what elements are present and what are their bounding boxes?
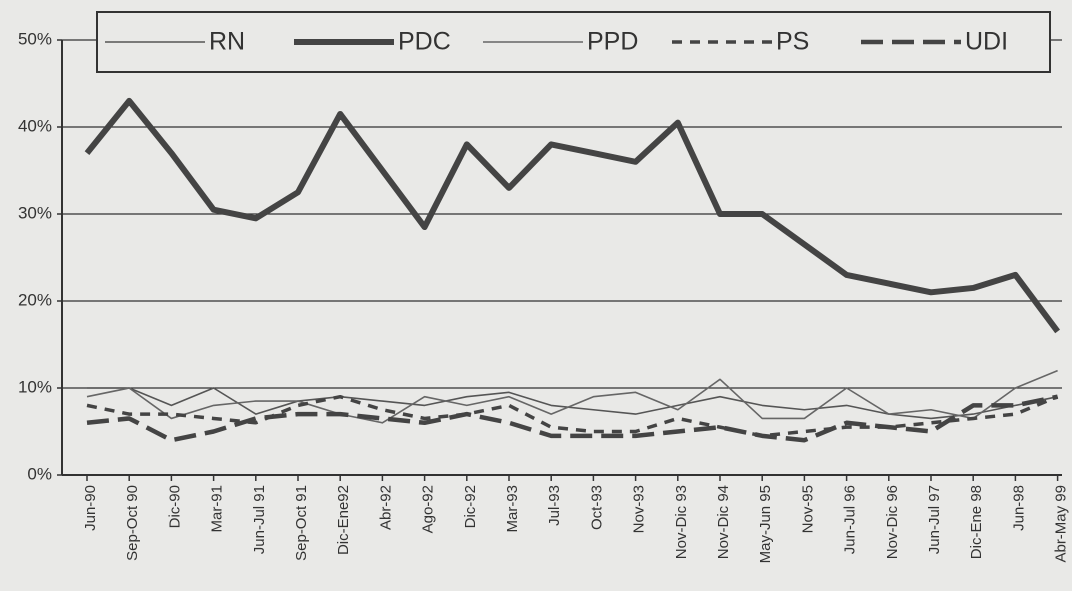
legend-label: UDI — [965, 28, 1008, 56]
y-tick-label: 30% — [18, 203, 52, 222]
legend-label: PPD — [587, 28, 638, 56]
legend-label: RN — [209, 28, 245, 56]
x-tick-label: May-Jun 95 — [757, 485, 774, 563]
x-tick-label: Nov-Dic 96 — [884, 485, 901, 559]
y-tick-label: 0% — [27, 464, 52, 483]
x-tick-label: Abr-May 99 — [1053, 485, 1070, 563]
x-tick-label: Oct-93 — [588, 485, 605, 530]
series-line — [87, 387, 1058, 420]
y-tick-label: 20% — [18, 290, 52, 309]
legend: RN PDC PPD PS UDI — [105, 28, 1008, 56]
series-line — [86, 369, 1058, 424]
x-tick-label: Nov-Dic 94 — [715, 485, 732, 559]
y-tick-label: 40% — [18, 116, 52, 135]
x-tick-label: Ago-92 — [420, 485, 437, 533]
x-tick-label: Nov-Dic 93 — [673, 485, 690, 559]
x-tick-label: Jun-90 — [82, 485, 99, 531]
x-tick-label: Nov-93 — [631, 485, 648, 533]
x-tick-label: Dic-92 — [462, 485, 479, 528]
x-tick-label: Dic-90 — [166, 485, 183, 528]
x-tick-label: Dic-Ene92 — [335, 485, 352, 555]
x-tick-label: Jun-Jul 96 — [842, 485, 859, 554]
y-tick-label: 50% — [18, 29, 52, 48]
x-tick-label: Sep-Oct 91 — [293, 485, 310, 561]
y-tick-label: 10% — [18, 377, 52, 396]
x-tick-label: Mar-93 — [504, 485, 521, 533]
x-tick-label: Mar-91 — [209, 485, 226, 533]
x-tick-label: Sep-Oct 90 — [124, 485, 141, 561]
x-tick-label: Nov-95 — [799, 485, 816, 533]
x-tick-label: Dic-Ene 98 — [968, 485, 985, 559]
series-line — [84, 97, 1061, 334]
legend-label: PS — [776, 28, 809, 56]
x-tick-label: Jul-93 — [546, 485, 563, 526]
x-tick-label: Abr-92 — [377, 485, 394, 530]
x-tick-label: Jun-Jul 91 — [251, 485, 268, 554]
legend-label: PDC — [398, 28, 451, 56]
series-line — [86, 394, 1059, 443]
x-tick-label: Jun-Jul 97 — [926, 485, 943, 554]
x-tick-label: Jun-98 — [1010, 485, 1027, 531]
